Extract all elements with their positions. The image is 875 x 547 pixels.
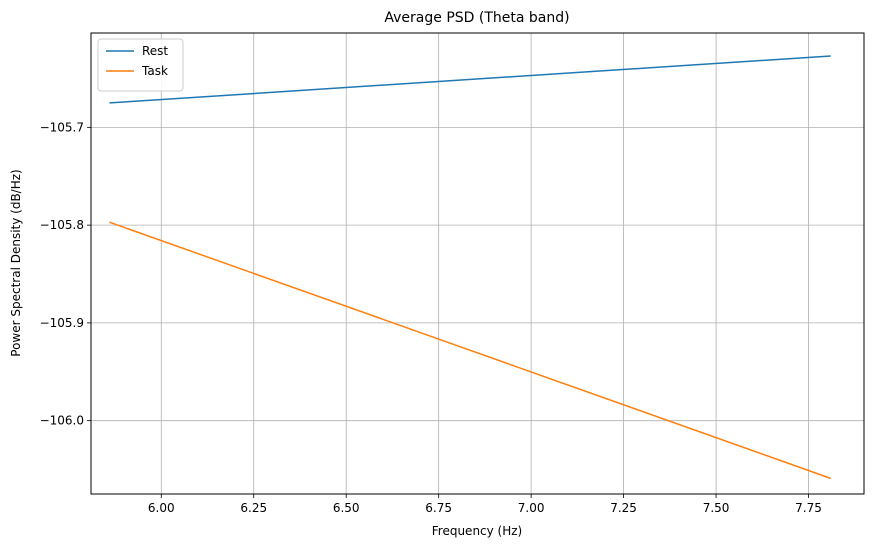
- y-tick-label: −106.0: [40, 414, 84, 428]
- y-tick-label: −105.8: [40, 218, 84, 232]
- x-tick-label: 7.00: [518, 501, 545, 515]
- y-tick-label: −105.7: [40, 120, 84, 134]
- legend: Rest Task: [97, 38, 184, 92]
- x-tick-label: 6.75: [425, 501, 452, 515]
- y-axis-ticks: −105.7 −105.8 −105.9 −106.0: [40, 120, 91, 428]
- x-tick-label: 7.75: [795, 501, 822, 515]
- legend-frame: [97, 38, 184, 92]
- legend-label-rest: Rest: [142, 44, 168, 58]
- series-line-task: [109, 221, 831, 480]
- chart-title: Average PSD (Theta band): [384, 10, 569, 26]
- plot-area-frame: [90, 32, 865, 495]
- series-line-rest: [109, 55, 831, 104]
- x-tick-label: 7.25: [610, 501, 637, 515]
- x-tick-label: 6.50: [333, 501, 360, 515]
- series-lines: [109, 55, 831, 480]
- x-tick-label: 7.50: [703, 501, 730, 515]
- legend-label-task: Task: [141, 64, 168, 78]
- x-tick-label: 6.25: [240, 501, 267, 515]
- grid-lines: [91, 33, 864, 494]
- x-axis-ticks: 6.00 6.25 6.50 6.75 7.00 7.25 7.50 7.75: [148, 494, 822, 515]
- y-axis-label: Power Spectral Density (dB/Hz): [9, 169, 23, 356]
- y-tick-label: −105.9: [40, 316, 84, 330]
- x-tick-label: 6.00: [148, 501, 175, 515]
- x-axis-label: Frequency (Hz): [432, 524, 523, 538]
